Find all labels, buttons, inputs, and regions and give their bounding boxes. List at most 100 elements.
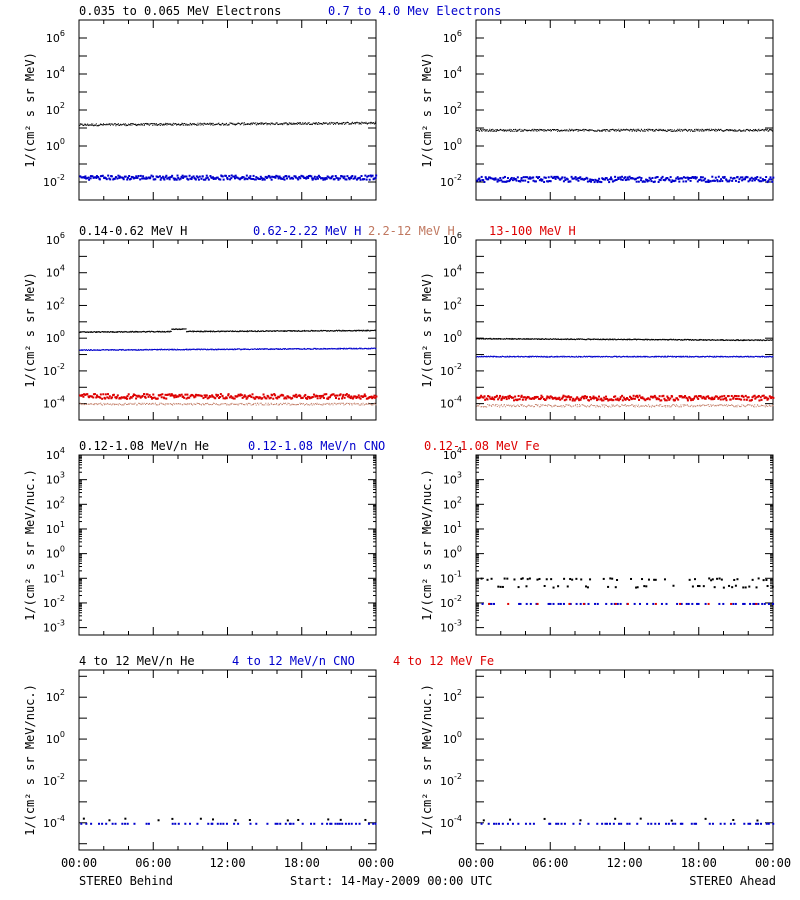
data-point (119, 124, 121, 126)
data-point (214, 349, 216, 351)
data-point (280, 402, 282, 404)
data-point (595, 130, 597, 132)
data-point (288, 348, 290, 350)
data-point (691, 129, 693, 131)
data-point (307, 404, 309, 406)
data-point (320, 404, 322, 406)
data-point (536, 129, 538, 131)
data-point (257, 122, 259, 124)
data-point (370, 348, 372, 350)
data-point (561, 176, 564, 179)
data-point (640, 179, 643, 182)
data-point (624, 356, 626, 358)
data-point (307, 175, 310, 178)
data-point (671, 356, 673, 358)
data-point (284, 330, 286, 332)
data-point (518, 337, 520, 339)
data-point (719, 355, 721, 357)
data-point (328, 403, 330, 405)
data-point (93, 331, 95, 333)
data-point (501, 338, 503, 340)
data-point (364, 395, 367, 398)
data-point (81, 404, 83, 406)
data-point (752, 356, 754, 358)
data-point (631, 339, 633, 341)
data-point (208, 404, 210, 406)
data-point (247, 123, 249, 125)
data-point (191, 124, 193, 126)
data-point (196, 402, 198, 404)
data-point (657, 355, 659, 357)
data-point (731, 129, 733, 131)
data-point (624, 356, 626, 358)
data-point (522, 179, 525, 182)
data-point (211, 330, 213, 332)
data-point (609, 178, 612, 181)
data-point (644, 130, 646, 132)
data-point (654, 355, 656, 357)
data-point (285, 122, 287, 124)
data-point (141, 349, 143, 351)
data-point (139, 349, 141, 351)
data-point (367, 403, 369, 405)
data-point (604, 404, 606, 406)
data-point (267, 123, 269, 125)
data-point (191, 176, 194, 179)
data-point (274, 403, 276, 405)
data-point (652, 356, 654, 358)
data-point (535, 355, 537, 357)
data-point (624, 404, 626, 406)
data-point (764, 356, 766, 358)
data-point (331, 402, 333, 404)
data-point (708, 339, 710, 341)
data-point (747, 128, 749, 130)
data-point (149, 403, 151, 405)
data-point (136, 349, 138, 351)
data-point (337, 403, 339, 405)
data-point (602, 129, 604, 131)
data-point (714, 128, 716, 130)
data-point (91, 124, 93, 126)
data-point (713, 128, 715, 130)
data-point (636, 130, 638, 132)
data-point (130, 123, 132, 125)
data-point (478, 405, 480, 407)
data-point (230, 177, 233, 180)
data-point (688, 177, 691, 180)
data-point (674, 130, 676, 132)
data-point (274, 124, 276, 126)
data-point (614, 405, 616, 407)
data-point (702, 356, 704, 358)
data-point (552, 128, 554, 130)
data-point (729, 129, 731, 131)
data-point (721, 180, 724, 183)
data-point (374, 121, 376, 123)
data-point (688, 356, 690, 358)
data-point (295, 393, 298, 396)
data-point (602, 338, 604, 340)
data-point (670, 129, 672, 131)
data-point (188, 124, 190, 126)
data-point (243, 394, 246, 397)
data-point (746, 176, 749, 179)
data-point (760, 356, 762, 358)
data-point (324, 347, 326, 349)
data-point (277, 124, 279, 126)
data-point (255, 176, 258, 179)
data-point (341, 330, 343, 332)
data-point (228, 404, 230, 406)
data-point (174, 177, 177, 180)
data-point (529, 177, 532, 180)
data-point (506, 356, 508, 358)
data-point (492, 355, 494, 357)
data-point (606, 178, 609, 181)
data-point (487, 130, 489, 132)
data-point (214, 397, 217, 400)
data-point (580, 129, 582, 131)
data-point (566, 338, 568, 340)
data-point (232, 348, 234, 350)
data-point (514, 128, 516, 130)
data-point (185, 175, 188, 178)
data-point (340, 402, 342, 404)
data-point (83, 404, 85, 406)
